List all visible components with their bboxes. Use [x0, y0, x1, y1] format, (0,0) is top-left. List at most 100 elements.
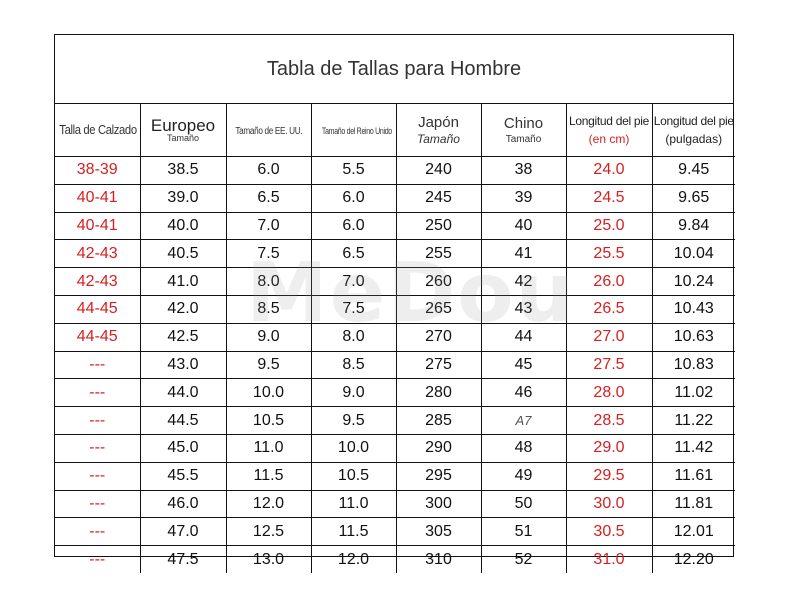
table-cell: 8.5 — [310, 350, 397, 380]
table-cell: 40.5 — [139, 239, 227, 269]
table-cell: 42-43 — [55, 267, 141, 296]
table-cell: 30.0 — [565, 489, 653, 519]
table-cell: 7.5 — [225, 239, 312, 269]
table-cell: 25.0 — [565, 211, 653, 241]
header-japon-label: Japón — [418, 114, 459, 131]
table-cell: 12.5 — [225, 517, 312, 547]
table-cell: 10.04 — [651, 239, 735, 269]
table-cell: --- — [55, 461, 141, 491]
table-cell: 27.0 — [565, 322, 653, 352]
table-cell: 43 — [480, 294, 567, 324]
table-cell: 10.43 — [651, 294, 735, 324]
table-cell: 43.0 — [139, 350, 227, 380]
header-japon: Japón Tamaño — [395, 104, 482, 157]
table-cell: 9.0 — [310, 378, 397, 408]
table-cell: 38.5 — [139, 156, 227, 185]
table-cell: 11.42 — [651, 433, 735, 463]
header-longitud-cm-sub: (en cm) — [588, 132, 630, 146]
header-europeo-sub: Tamaño — [166, 132, 200, 143]
table-cell: 255 — [395, 239, 482, 269]
table-cell: 47.5 — [139, 545, 227, 573]
table-row: --- 43.0 9.5 8.5 275 45 27.5 10.83 — [55, 350, 735, 380]
table-cell: 45.5 — [139, 461, 227, 491]
table-cell: 39.0 — [139, 183, 227, 213]
header-row: Talla de Calzado Europeo Tamaño Tamaño d… — [55, 104, 735, 157]
table-cell: 8.0 — [225, 267, 312, 296]
header-calzado: Talla de Calzado — [55, 104, 141, 157]
table-cell: 295 — [395, 461, 482, 491]
table-cell: 300 — [395, 489, 482, 519]
table-cell: 6.0 — [310, 211, 397, 241]
header-europeo: Europeo Tamaño — [139, 104, 227, 157]
table-cell: 26.0 — [565, 267, 653, 296]
table-cell: 9.45 — [651, 156, 735, 185]
table-cell: 38 — [480, 156, 567, 185]
header-longitud-in-sub: (pulgadas) — [665, 132, 723, 146]
header-usa-label: Tamaño de EE. UU. — [235, 126, 302, 137]
header-chino-sub: Tamaño — [505, 133, 542, 145]
table-cell: 280 — [395, 378, 482, 408]
table-cell: 11.61 — [651, 461, 735, 491]
table-cell: 31.0 — [565, 545, 653, 573]
table-cell: 11.81 — [651, 489, 735, 519]
table-cell: 9.5 — [310, 406, 397, 435]
table-cell: 42.0 — [139, 294, 227, 324]
table-cell: 42 — [480, 267, 567, 296]
table-row: --- 46.0 12.0 11.0 300 50 30.0 11.81 — [55, 489, 735, 519]
table-row: --- 47.0 12.5 11.5 305 51 30.5 12.01 — [55, 517, 735, 547]
table-cell: 45.0 — [139, 433, 227, 463]
table-cell: 40-41 — [55, 183, 141, 213]
table-cell: 7.0 — [225, 211, 312, 241]
table-cell: --- — [55, 406, 141, 435]
table-cell: 6.5 — [310, 239, 397, 269]
table-cell: --- — [55, 545, 141, 573]
table-cell: 44.5 — [139, 406, 227, 435]
table-cell: 42.5 — [139, 322, 227, 352]
table-cell: 47.0 — [139, 517, 227, 547]
table-row: --- 45.5 11.5 10.5 295 49 29.5 11.61 — [55, 461, 735, 491]
table-cell: 45 — [480, 350, 567, 380]
table-cell: 28.5 — [565, 406, 653, 435]
table-row: 42-43 40.5 7.5 6.5 255 41 25.5 10.04 — [55, 239, 735, 269]
table-cell: 6.0 — [310, 183, 397, 213]
table-cell: 11.22 — [651, 406, 735, 435]
table-cell: --- — [55, 433, 141, 463]
table-cell: 8.0 — [310, 322, 397, 352]
table-cell: --- — [55, 350, 141, 380]
table-row: 40-41 39.0 6.5 6.0 245 39 24.5 9.65 — [55, 183, 735, 213]
table-cell: 10.24 — [651, 267, 735, 296]
table-row: 44-45 42.5 9.0 8.0 270 44 27.0 10.63 — [55, 322, 735, 352]
header-uk: Tamaño del Reino Unido — [310, 104, 397, 157]
table-cell: 270 — [395, 322, 482, 352]
table-cell: 11.0 — [310, 489, 397, 519]
table-cell: 44 — [480, 322, 567, 352]
table-cell: 5.5 — [310, 156, 397, 185]
table-cell: 10.5 — [225, 406, 312, 435]
table-cell: 12.01 — [651, 517, 735, 547]
table-cell: 46.0 — [139, 489, 227, 519]
table-cell: 9.65 — [651, 183, 735, 213]
table-row: 42-43 41.0 8.0 7.0 260 42 26.0 10.24 — [55, 267, 735, 296]
header-chino-label: Chino — [503, 114, 544, 132]
table-cell: 265 — [395, 294, 482, 324]
table-row: --- 44.0 10.0 9.0 280 46 28.0 11.02 — [55, 378, 735, 408]
table-cell: 290 — [395, 433, 482, 463]
table-cell: 7.5 — [310, 294, 397, 324]
table-cell: 52 — [480, 545, 567, 573]
table-cell: 10.63 — [651, 322, 735, 352]
table-cell: 24.5 — [565, 183, 653, 213]
table-cell: 10.0 — [225, 378, 312, 408]
table-cell: 7.0 — [310, 267, 397, 296]
header-longitud-in-label: Longitud del pie — [653, 114, 734, 128]
header-longitud-cm-label: Longitud del pie — [569, 114, 649, 128]
table-cell: 29.0 — [565, 433, 653, 463]
table-cell: 49 — [480, 461, 567, 491]
title-row: Tabla de Tallas para Hombre — [55, 35, 733, 104]
table-cell: 40 — [480, 211, 567, 241]
page-title: Tabla de Tallas para Hombre — [266, 57, 522, 80]
table-cell: 41.0 — [139, 267, 227, 296]
table-cell: 12.0 — [310, 545, 397, 573]
table-cell: 26.5 — [565, 294, 653, 324]
table-cell: 9.0 — [225, 322, 312, 352]
table-cell: 29.5 — [565, 461, 653, 491]
